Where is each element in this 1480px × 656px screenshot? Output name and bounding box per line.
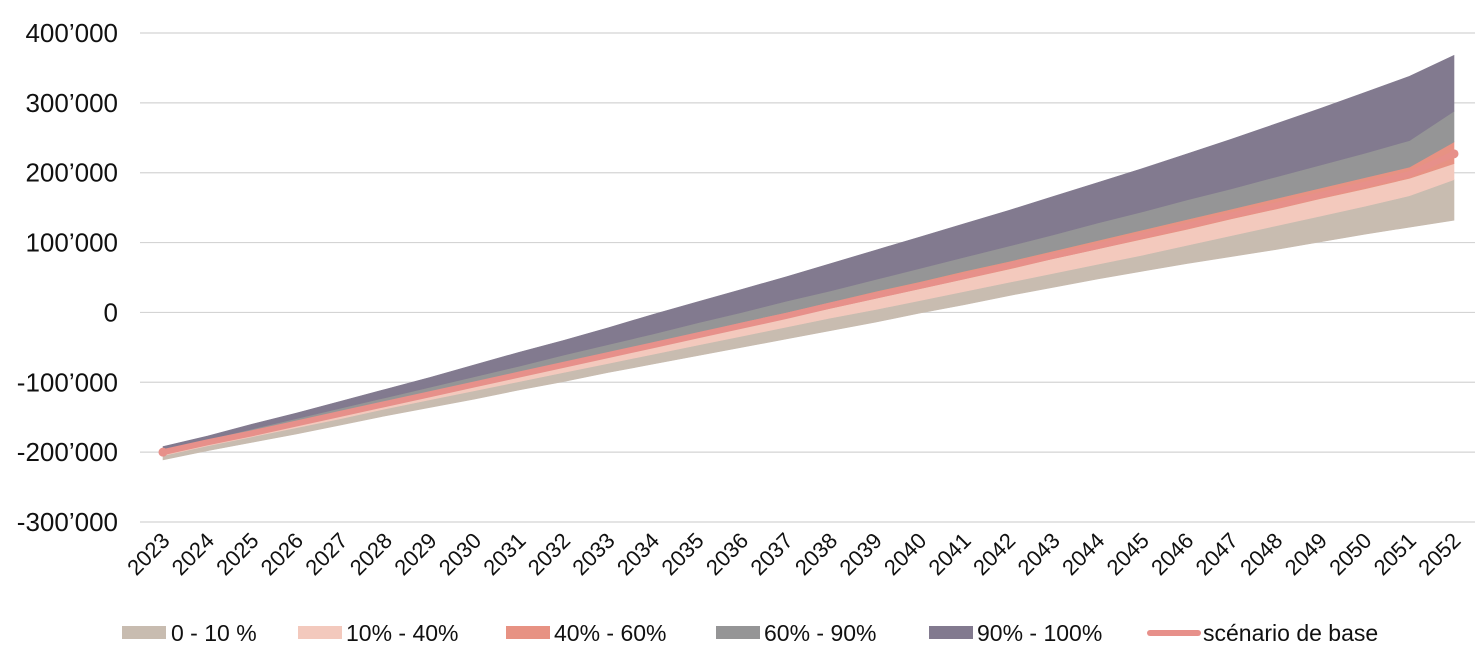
legend-label: 40% - 60% <box>554 620 667 646</box>
x-tick-label: 2049 <box>1280 528 1332 580</box>
x-tick-label: 2030 <box>434 528 486 580</box>
gridlines <box>140 32 1475 523</box>
x-tick-label: 2035 <box>656 528 708 580</box>
x-tick-label: 2028 <box>345 528 397 580</box>
band-90-100 <box>162 54 1455 450</box>
legend-swatch <box>716 626 760 639</box>
legend-swatch <box>929 626 973 639</box>
legend-swatch <box>122 626 166 639</box>
legend: 0 - 10 % 10% - 40% 40% - 60% 60% - 90% 90% -… <box>122 620 1378 646</box>
legend-item-sc-nario-de-base: scénario de base <box>1147 620 1378 646</box>
y-tick-label: -200’000 <box>17 437 118 467</box>
line-end-point <box>1449 149 1459 159</box>
x-tick-label: 2038 <box>790 528 842 580</box>
x-tick-label: 2045 <box>1102 528 1154 580</box>
y-tick-label: 0 <box>104 297 118 327</box>
y-tick-label: 400’000 <box>25 18 118 48</box>
x-axis-ticks: 2023202420252026202720282029203020312032… <box>122 528 1465 580</box>
legend-label: scénario de base <box>1203 620 1378 646</box>
x-tick-label: 2031 <box>478 528 530 580</box>
x-tick-label: 2041 <box>924 528 976 580</box>
x-tick-label: 2026 <box>256 528 308 580</box>
x-tick-label: 2050 <box>1324 528 1376 580</box>
legend-item-10-40: 10% - 40% <box>298 620 459 646</box>
legend-item-90-100: 90% - 100% <box>929 620 1102 646</box>
legend-item-60-90: 60% - 90% <box>716 620 877 646</box>
legend-item-40-60: 40% - 60% <box>506 620 667 646</box>
x-tick-label: 2037 <box>745 528 797 580</box>
x-tick-label: 2052 <box>1413 528 1465 580</box>
x-tick-label: 2036 <box>701 528 753 580</box>
legend-item-0-10: 0 - 10 % <box>122 620 257 646</box>
line-sc-nario-de-base <box>160 150 1457 456</box>
x-tick-label: 2023 <box>122 528 174 580</box>
x-tick-label: 2027 <box>300 528 352 580</box>
legend-label: 60% - 90% <box>764 620 877 646</box>
x-tick-label: 2040 <box>879 528 931 580</box>
y-tick-label: 100’000 <box>25 228 118 258</box>
y-tick-label: 300’000 <box>25 88 118 118</box>
x-tick-label: 2034 <box>612 528 664 580</box>
x-tick-label: 2025 <box>211 528 263 580</box>
x-tick-label: 2043 <box>1013 528 1065 580</box>
x-tick-label: 2047 <box>1191 528 1243 580</box>
line-start-point <box>158 447 168 457</box>
legend-swatch <box>506 626 550 639</box>
legend-swatch <box>298 626 342 639</box>
legend-label: 90% - 100% <box>977 620 1102 646</box>
x-tick-label: 2044 <box>1057 528 1109 580</box>
x-tick-label: 2046 <box>1146 528 1198 580</box>
y-tick-label: 200’000 <box>25 158 118 188</box>
y-tick-label: -300’000 <box>17 507 118 537</box>
x-tick-label: 2051 <box>1369 528 1421 580</box>
x-tick-label: 2024 <box>167 528 219 580</box>
x-tick-label: 2032 <box>523 528 575 580</box>
y-axis-ticks: -300’000 -200’000 -100’000 0 100’000 200’000 3… <box>17 18 118 537</box>
x-tick-label: 2033 <box>567 528 619 580</box>
x-tick-label: 2029 <box>389 528 441 580</box>
bands <box>162 54 1455 461</box>
x-tick-label: 2039 <box>835 528 887 580</box>
x-tick-label: 2048 <box>1235 528 1287 580</box>
x-tick-label: 2042 <box>968 528 1020 580</box>
legend-label: 10% - 40% <box>346 620 459 646</box>
legend-label: 0 - 10 % <box>171 620 257 646</box>
y-tick-label: -100’000 <box>17 367 118 397</box>
base-scenario-layer <box>158 149 1459 457</box>
